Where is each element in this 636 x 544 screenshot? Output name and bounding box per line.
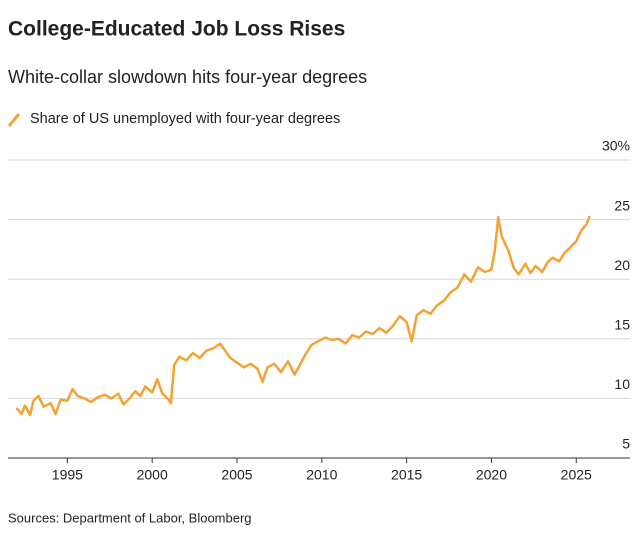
x-tick-label: 2010 [306, 467, 337, 483]
x-tick-label: 2020 [476, 467, 507, 483]
y-tick-label: 20 [614, 257, 630, 273]
y-tick-label: 30% [602, 138, 630, 154]
x-tick-label: 2000 [137, 467, 168, 483]
y-tick-label: 10 [614, 376, 630, 392]
series-line [15, 215, 591, 417]
x-tick-label: 2015 [391, 467, 422, 483]
y-tick-label: 25 [614, 197, 630, 213]
chart-title: College-Educated Job Loss Rises [8, 18, 345, 41]
x-tick-label: 2005 [221, 467, 252, 483]
chart-subtitle: White-collar slowdown hits four-year deg… [8, 67, 367, 87]
y-tick-label: 15 [614, 317, 630, 333]
legend-label: Share of US unemployed with four-year de… [30, 111, 340, 127]
legend-marker [7, 113, 21, 127]
y-tick-label: 5 [622, 436, 630, 452]
x-tick-label: 2025 [561, 467, 592, 483]
x-tick-label: 1995 [52, 467, 83, 483]
source: Sources: Department of Labor, Bloomberg [8, 510, 252, 525]
